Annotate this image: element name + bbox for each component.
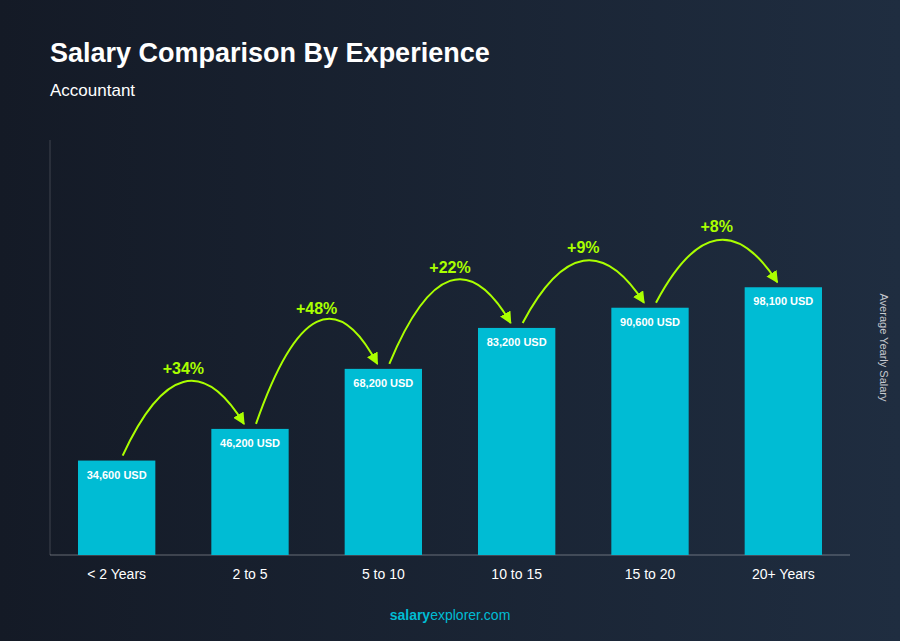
growth-arc <box>123 381 244 456</box>
y-axis-line <box>50 140 51 555</box>
bars <box>78 287 822 555</box>
background <box>0 0 900 641</box>
data-label: 46,200 USD <box>220 437 280 449</box>
subtitle: Accountant <box>50 81 135 100</box>
bar <box>611 308 688 555</box>
data-label: 68,200 USD <box>353 377 413 389</box>
x-tick-label: < 2 Years <box>87 566 146 582</box>
x-tick-label: 10 to 15 <box>491 566 542 582</box>
x-tick-label: 2 to 5 <box>232 566 267 582</box>
growth-label: +8% <box>700 218 732 235</box>
x-tick-label: 20+ Years <box>752 566 815 582</box>
growth-arc <box>523 260 644 323</box>
data-label: 83,200 USD <box>487 336 547 348</box>
title: Salary Comparison By Experience <box>50 38 490 68</box>
bar <box>345 369 422 555</box>
bar <box>78 461 155 555</box>
x-tick-label: 15 to 20 <box>625 566 676 582</box>
y-axis-label: Average Yearly Salary <box>878 293 890 402</box>
data-label: 34,600 USD <box>87 469 147 481</box>
bar <box>478 328 555 555</box>
data-label: 90,600 USD <box>620 316 680 328</box>
growth-label: +22% <box>429 259 470 276</box>
growth-label: +48% <box>296 300 337 317</box>
growth-label: +9% <box>567 239 599 256</box>
data-label: 98,100 USD <box>753 295 813 307</box>
growth-arc <box>656 240 777 303</box>
growth-arc <box>256 319 377 424</box>
footer-part: salary <box>390 607 431 623</box>
x-axis-line <box>50 555 850 556</box>
growth-label: +34% <box>163 360 204 377</box>
footer: salaryexplorer.com <box>390 607 511 623</box>
x-tick-label: 5 to 10 <box>362 566 405 582</box>
chart: Salary Comparison By Experience Accountan… <box>0 0 900 641</box>
growth-arc <box>389 279 510 364</box>
bar <box>211 429 288 555</box>
bar <box>745 287 822 555</box>
footer-part: explorer.com <box>430 607 510 623</box>
